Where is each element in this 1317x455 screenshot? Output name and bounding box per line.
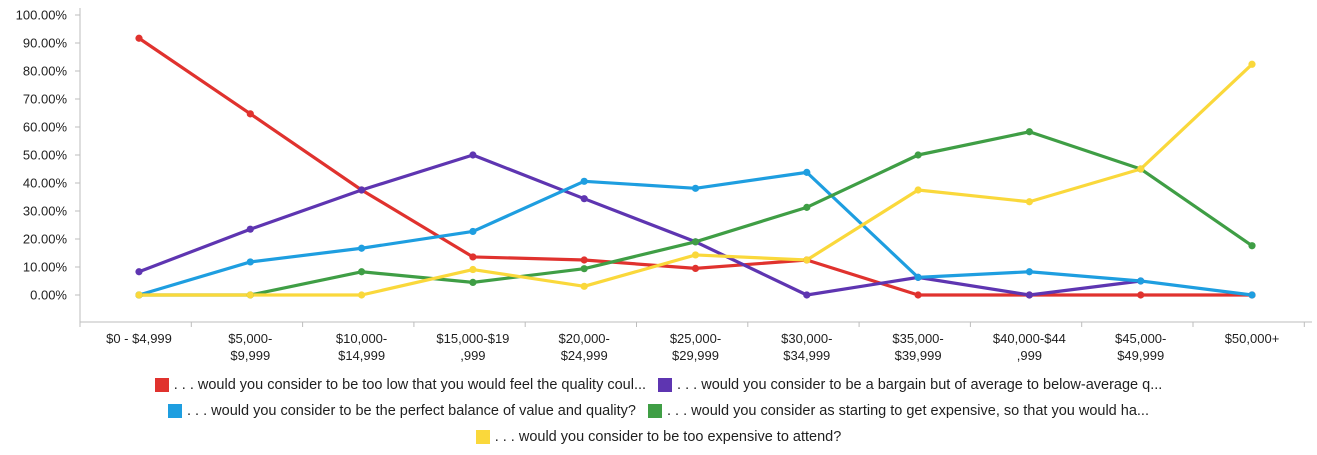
x-tick-label: $25,000-$29,999 [670, 331, 721, 363]
legend-row: . . . would you consider to be too expen… [0, 424, 1317, 450]
y-tick-label: 40.00% [23, 176, 68, 191]
x-tick-label: $30,000-$34,999 [781, 331, 832, 363]
data-point-series-5[interactable] [580, 282, 588, 290]
data-point-series-3[interactable] [580, 177, 588, 185]
legend-row: . . . would you consider to be the perfe… [0, 398, 1317, 424]
chart-axes: 0.00% 10.00% 20.00% 30.00% 40.00% 50.00% 60.00… [16, 8, 1312, 363]
x-tick-label: $50,000+ [1225, 331, 1280, 346]
data-point-series-2[interactable] [469, 151, 477, 159]
data-point-series-4[interactable] [1025, 128, 1033, 136]
data-point-series-3[interactable] [914, 273, 922, 281]
data-point-series-4[interactable] [469, 278, 477, 286]
data-point-series-1[interactable] [1137, 291, 1145, 299]
data-point-series-2[interactable] [1025, 291, 1033, 299]
legend-item[interactable]: . . . would you consider to be a bargain… [658, 377, 1162, 393]
data-point-series-1[interactable] [914, 291, 922, 299]
legend-item[interactable]: . . . would you consider to be too low t… [154, 377, 647, 393]
x-tick-label: $35,000-$39,999 [892, 331, 943, 363]
x-tick-label: $0 - $4,999 [106, 331, 172, 346]
data-point-series-1[interactable] [135, 34, 143, 42]
data-point-series-3[interactable] [358, 244, 366, 252]
series-line-5 [137, 62, 1254, 297]
data-point-series-5[interactable] [358, 291, 366, 299]
data-point-series-1[interactable] [469, 253, 477, 261]
x-tick-label: $5,000-$9,999 [228, 331, 272, 363]
y-tick-label: 50.00% [23, 148, 68, 163]
y-tick-label: 70.00% [23, 92, 68, 107]
data-point-series-2[interactable] [358, 186, 366, 194]
data-point-series-4[interactable] [914, 151, 922, 159]
data-point-series-3[interactable] [1025, 268, 1033, 276]
x-tick-label: $40,000-$44,999 [993, 331, 1066, 363]
series-line-2 [137, 153, 1143, 297]
data-point-series-5[interactable] [803, 256, 811, 264]
data-point-series-1[interactable] [691, 264, 700, 272]
data-point-series-5[interactable] [1137, 165, 1145, 173]
y-tick-label: 90.00% [23, 36, 68, 51]
data-point-series-3[interactable] [469, 227, 477, 236]
data-point-series-3[interactable] [1137, 277, 1145, 285]
y-tick-label: 20.00% [23, 232, 68, 247]
y-tick-label: 10.00% [23, 260, 68, 275]
legend-label: . . . would you consider as starting to … [666, 403, 1149, 419]
legend-swatch [475, 430, 490, 444]
data-point-series-2[interactable] [803, 291, 811, 299]
data-point-series-5[interactable] [1248, 60, 1256, 68]
y-tick-label: 30.00% [23, 204, 68, 219]
legend-item[interactable]: . . . would you consider to be too expen… [475, 429, 842, 445]
y-tick-label: 0.00% [30, 288, 67, 303]
data-point-series-3[interactable] [691, 184, 700, 192]
y-tick-label: 100.00% [16, 8, 68, 23]
data-point-series-4[interactable] [580, 265, 588, 273]
data-point-series-4[interactable] [691, 238, 700, 246]
data-point-series-2[interactable] [580, 195, 588, 203]
legend-label: . . . would you consider to be too expen… [494, 429, 842, 445]
legend-label: . . . would you consider to be the perfe… [187, 403, 636, 419]
x-tick-label: $10,000-$14,999 [336, 331, 387, 363]
data-point-series-5[interactable] [135, 291, 143, 299]
legend-row: . . . would you consider to be too low t… [0, 372, 1317, 398]
x-tick-label: $20,000-$24,999 [559, 331, 610, 363]
legend-swatch [647, 404, 662, 418]
data-point-series-5[interactable] [246, 291, 254, 299]
data-point-series-4[interactable] [803, 203, 811, 211]
data-point-series-3[interactable] [1248, 291, 1256, 299]
legend-label: . . . would you consider to be a bargain… [677, 377, 1163, 393]
x-tick-label: $15,000-$19,999 [436, 331, 509, 363]
chart-legend: . . . would you consider to be too low t… [0, 372, 1317, 450]
y-tick-label: 60.00% [23, 120, 68, 135]
data-point-series-3[interactable] [803, 168, 811, 176]
data-point-series-3[interactable] [246, 258, 254, 266]
legend-label: . . . would you consider to be too low t… [173, 377, 647, 393]
data-point-series-5[interactable] [914, 186, 922, 194]
data-point-series-2[interactable] [246, 225, 254, 233]
data-point-series-5[interactable] [691, 251, 700, 259]
data-point-series-4[interactable] [358, 268, 366, 276]
data-point-series-1[interactable] [580, 256, 588, 264]
legend-swatch [658, 378, 673, 392]
data-point-series-2[interactable] [135, 268, 143, 276]
y-tick-label: 80.00% [23, 64, 68, 79]
legend-item[interactable]: . . . would you consider as starting to … [647, 403, 1149, 419]
x-tick-label: $45,000-$49,999 [1115, 331, 1166, 363]
data-point-series-4[interactable] [1248, 242, 1256, 250]
legend-swatch [168, 404, 182, 418]
data-point-series-5[interactable] [1025, 198, 1033, 206]
legend-item[interactable]: . . . would you consider to be the perfe… [168, 403, 636, 419]
legend-swatch [154, 378, 169, 392]
series-points [135, 34, 1256, 299]
data-point-series-5[interactable] [469, 265, 477, 274]
data-point-series-1[interactable] [246, 110, 254, 118]
